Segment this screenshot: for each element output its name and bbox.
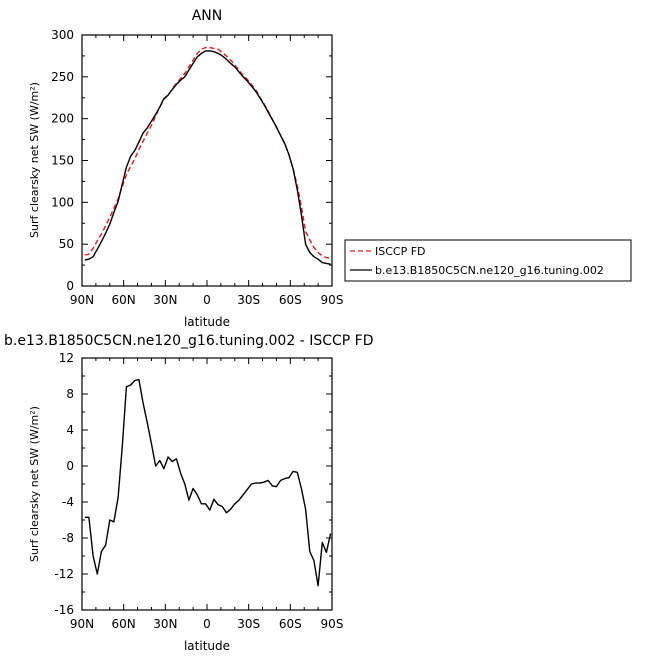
top-y-tick-label: 250 [51, 70, 74, 84]
bottom-x-tick-label: 90S [321, 617, 344, 631]
top-x-tick-label: 90S [321, 293, 344, 307]
top-y-tick-label: 100 [51, 195, 74, 209]
top-series-lines [84, 46, 331, 265]
bottom-x-axis-label: latitude [184, 639, 230, 653]
legend-label-isccp: ISCCP FD [375, 245, 426, 258]
bottom-y-tick-label: -12 [54, 567, 74, 581]
bottom-y-tick-label: -8 [62, 531, 74, 545]
bottom-y-axis-label: Surf clearsky net SW (W/m²) [28, 406, 41, 562]
bottom-series-lines [84, 378, 332, 587]
bottom-y-tick-label: 4 [66, 423, 74, 437]
top-x-tick-label: 90N [70, 293, 94, 307]
top-y-tick-label: 150 [51, 154, 74, 168]
bottom-x-tick-label: 0 [203, 617, 211, 631]
bottom-x-tick-label: 60N [112, 617, 136, 631]
top-y-tick-label: 200 [51, 112, 74, 126]
top-x-tick-label: 60N [112, 293, 136, 307]
legend-box [344, 239, 632, 282]
top-series-line-1 [84, 50, 331, 265]
top-axis-ticks: 90N 60N 30N 0 30S 60S 90S 0 50 100 150 200 250 300 [51, 28, 343, 307]
bottom-chart-title: b.e13.B1850C5CN.ne120_g16.tuning.002 - I… [4, 333, 374, 349]
top-y-tick-label: 300 [51, 28, 74, 42]
legend-label-model: b.e13.B1850C5CN.ne120_g16.tuning.002 [375, 264, 604, 277]
top-series-line-0 [84, 46, 331, 260]
bottom-axis-ticks: 90N 60N 30N 0 30S 60S 90S -16 -12 -8 -4 0 4 8 12 [54, 351, 343, 631]
top-panel: ANN 90N 60N 30N 0 30S 60S 90S 0 50 100 150 200 250 30… [28, 8, 632, 329]
bottom-y-tick-label: 12 [59, 351, 74, 365]
bottom-y-tick-label: -4 [62, 495, 74, 509]
top-x-tick-label: 30S [237, 293, 260, 307]
bottom-series-line-0 [84, 378, 332, 587]
top-x-tick-label: 60S [279, 293, 302, 307]
top-x-tick-label: 0 [203, 293, 211, 307]
top-x-axis-label: latitude [184, 315, 230, 329]
bottom-y-tick-label: -16 [54, 603, 74, 617]
bottom-x-tick-label: 90N [70, 617, 94, 631]
bottom-y-tick-label: 8 [66, 387, 74, 401]
top-y-tick-label: 50 [59, 237, 74, 251]
bottom-x-tick-label: 30S [237, 617, 260, 631]
bottom-panel: b.e13.B1850C5CN.ne120_g16.tuning.002 - I… [4, 333, 374, 653]
top-chart-title: ANN [192, 8, 223, 24]
top-y-tick-label: 0 [66, 279, 74, 293]
top-x-tick-label: 30N [153, 293, 177, 307]
bottom-x-tick-label: 30N [153, 617, 177, 631]
legend: ISCCP FD b.e13.B1850C5CN.ne120_g16.tunin… [344, 239, 632, 282]
top-y-axis-label: Surf clearsky net SW (W/m²) [28, 82, 41, 238]
bottom-y-tick-label: 0 [66, 459, 74, 473]
bottom-x-tick-label: 60S [279, 617, 302, 631]
top-plot-frame [81, 34, 333, 287]
